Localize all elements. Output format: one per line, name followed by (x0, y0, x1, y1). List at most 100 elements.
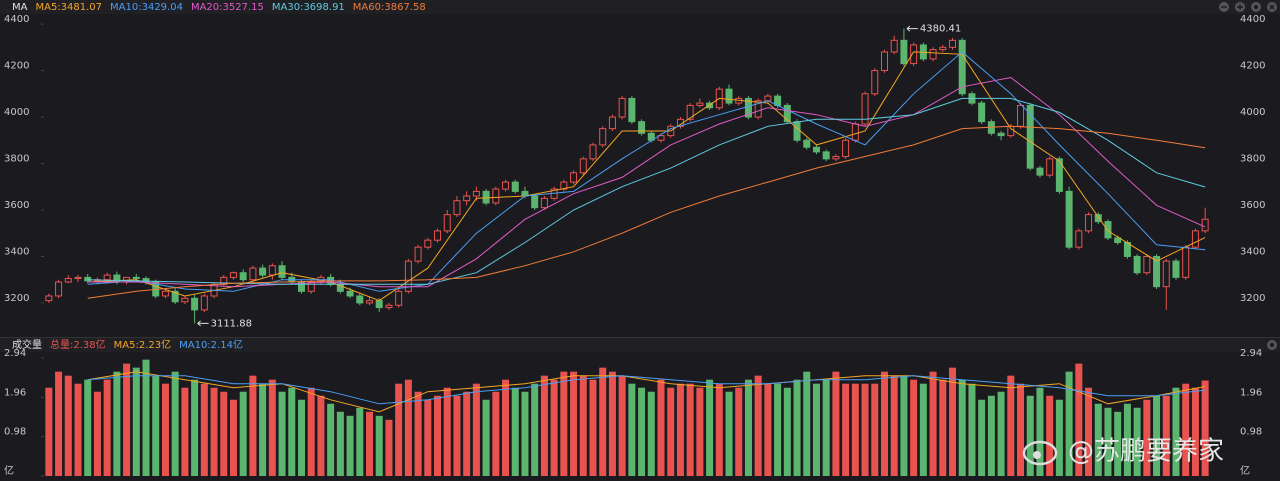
candle-body (579, 158, 587, 174)
volume-bar (152, 375, 160, 476)
ma-line (87, 51, 1206, 292)
volume-bar (395, 383, 403, 476)
candle-body (851, 123, 859, 141)
y-tick-label: 3400 (4, 246, 29, 257)
candle-body (1201, 218, 1209, 232)
header-bar (0, 0, 1280, 14)
volume-bar (618, 375, 626, 476)
y-tick-label-right: 4000 (1240, 107, 1265, 118)
volume-bar (812, 383, 820, 476)
volume-bar (502, 379, 510, 476)
ma-line (87, 97, 1206, 285)
volume-bar (327, 403, 335, 476)
candle-body (929, 49, 937, 60)
candle-body (1065, 190, 1073, 248)
y-tick-label-right: 1.96 (1240, 387, 1262, 398)
volume-bar (278, 391, 286, 476)
candle-body (472, 190, 480, 197)
volume-bar (123, 363, 131, 476)
volume-bar (1036, 387, 1044, 476)
candle-body (356, 295, 364, 304)
icon (1269, 4, 1275, 10)
volume-bar (939, 379, 947, 476)
volume-bar (540, 375, 548, 476)
candle-body (103, 274, 111, 281)
zoom-buttons[interactable] (1219, 2, 1277, 350)
volume-header-bar (0, 338, 1280, 352)
volume-bar (851, 383, 859, 476)
ma-line (87, 371, 1206, 413)
volume-bar (958, 379, 966, 476)
volume-bar (647, 391, 655, 476)
volume-bar (249, 375, 257, 476)
volume-bar (84, 379, 92, 476)
y-tick-label-right: 3200 (1240, 293, 1265, 304)
icon (1254, 5, 1258, 9)
volume-bar (1055, 399, 1063, 476)
legend-entry: MA60:3867.58 (353, 2, 426, 13)
volume-bar (842, 383, 850, 476)
volume-bar (803, 371, 811, 476)
volume-bar (1065, 371, 1073, 476)
volume-bar (949, 367, 957, 476)
ma-line (87, 51, 1206, 302)
candle-body (939, 46, 947, 51)
volume-bar (181, 387, 189, 476)
candle-body (181, 297, 189, 303)
volume-bar (103, 379, 111, 476)
volume-bar (978, 399, 986, 476)
volume-bar (492, 391, 500, 476)
candle-body (1085, 214, 1093, 232)
volume-bar (472, 383, 480, 476)
volume-bar (288, 387, 296, 476)
candle-body (754, 100, 762, 118)
volume-bar (1017, 383, 1025, 476)
volume-bar (1201, 380, 1209, 476)
volume-bar (443, 387, 451, 476)
volume-bar (599, 367, 607, 476)
volume-bar (676, 383, 684, 476)
volume-bar (550, 379, 558, 476)
ma-line (87, 76, 1206, 288)
legend-entry: MA20:3527.15 (191, 2, 264, 13)
y-tick-label-right: 4400 (1240, 14, 1265, 25)
volume-bar (832, 371, 840, 476)
volume-bar (1162, 395, 1170, 476)
volume-bar (589, 379, 597, 476)
candle-body (1046, 158, 1054, 176)
volume-bar (424, 399, 432, 476)
candle-body (1017, 104, 1025, 127)
candle-body (1026, 104, 1034, 169)
ma-line (87, 375, 1206, 405)
volume-bar (725, 391, 733, 476)
volume-bar (579, 375, 587, 476)
volume-bar (346, 415, 354, 476)
volume-bar (774, 383, 782, 476)
volume-bar (297, 399, 305, 476)
candle-body (1191, 230, 1199, 248)
volume-bar (880, 371, 888, 476)
volume-bar (191, 379, 199, 476)
candle-body (366, 300, 374, 304)
volume-bar (229, 399, 237, 476)
volume-bar (715, 383, 723, 476)
volume-bar (1182, 383, 1190, 476)
volume-bar (1114, 411, 1122, 476)
volume-bar (997, 391, 1005, 476)
candle-body (414, 246, 422, 262)
candle-body (657, 135, 665, 141)
candle-body (404, 260, 412, 292)
candle-body (434, 230, 442, 241)
volume-bar (744, 379, 752, 476)
candle-body (239, 272, 247, 281)
icon (1270, 343, 1274, 347)
candle-body (540, 197, 548, 209)
volume-bar (220, 391, 228, 476)
candle-body (268, 265, 276, 276)
y-tick-label-right: 3800 (1240, 153, 1265, 164)
logo (1033, 451, 1041, 459)
legend-entry: MA10:3429.04 (110, 2, 183, 13)
candle-body (502, 181, 510, 190)
candle-body (725, 88, 733, 104)
